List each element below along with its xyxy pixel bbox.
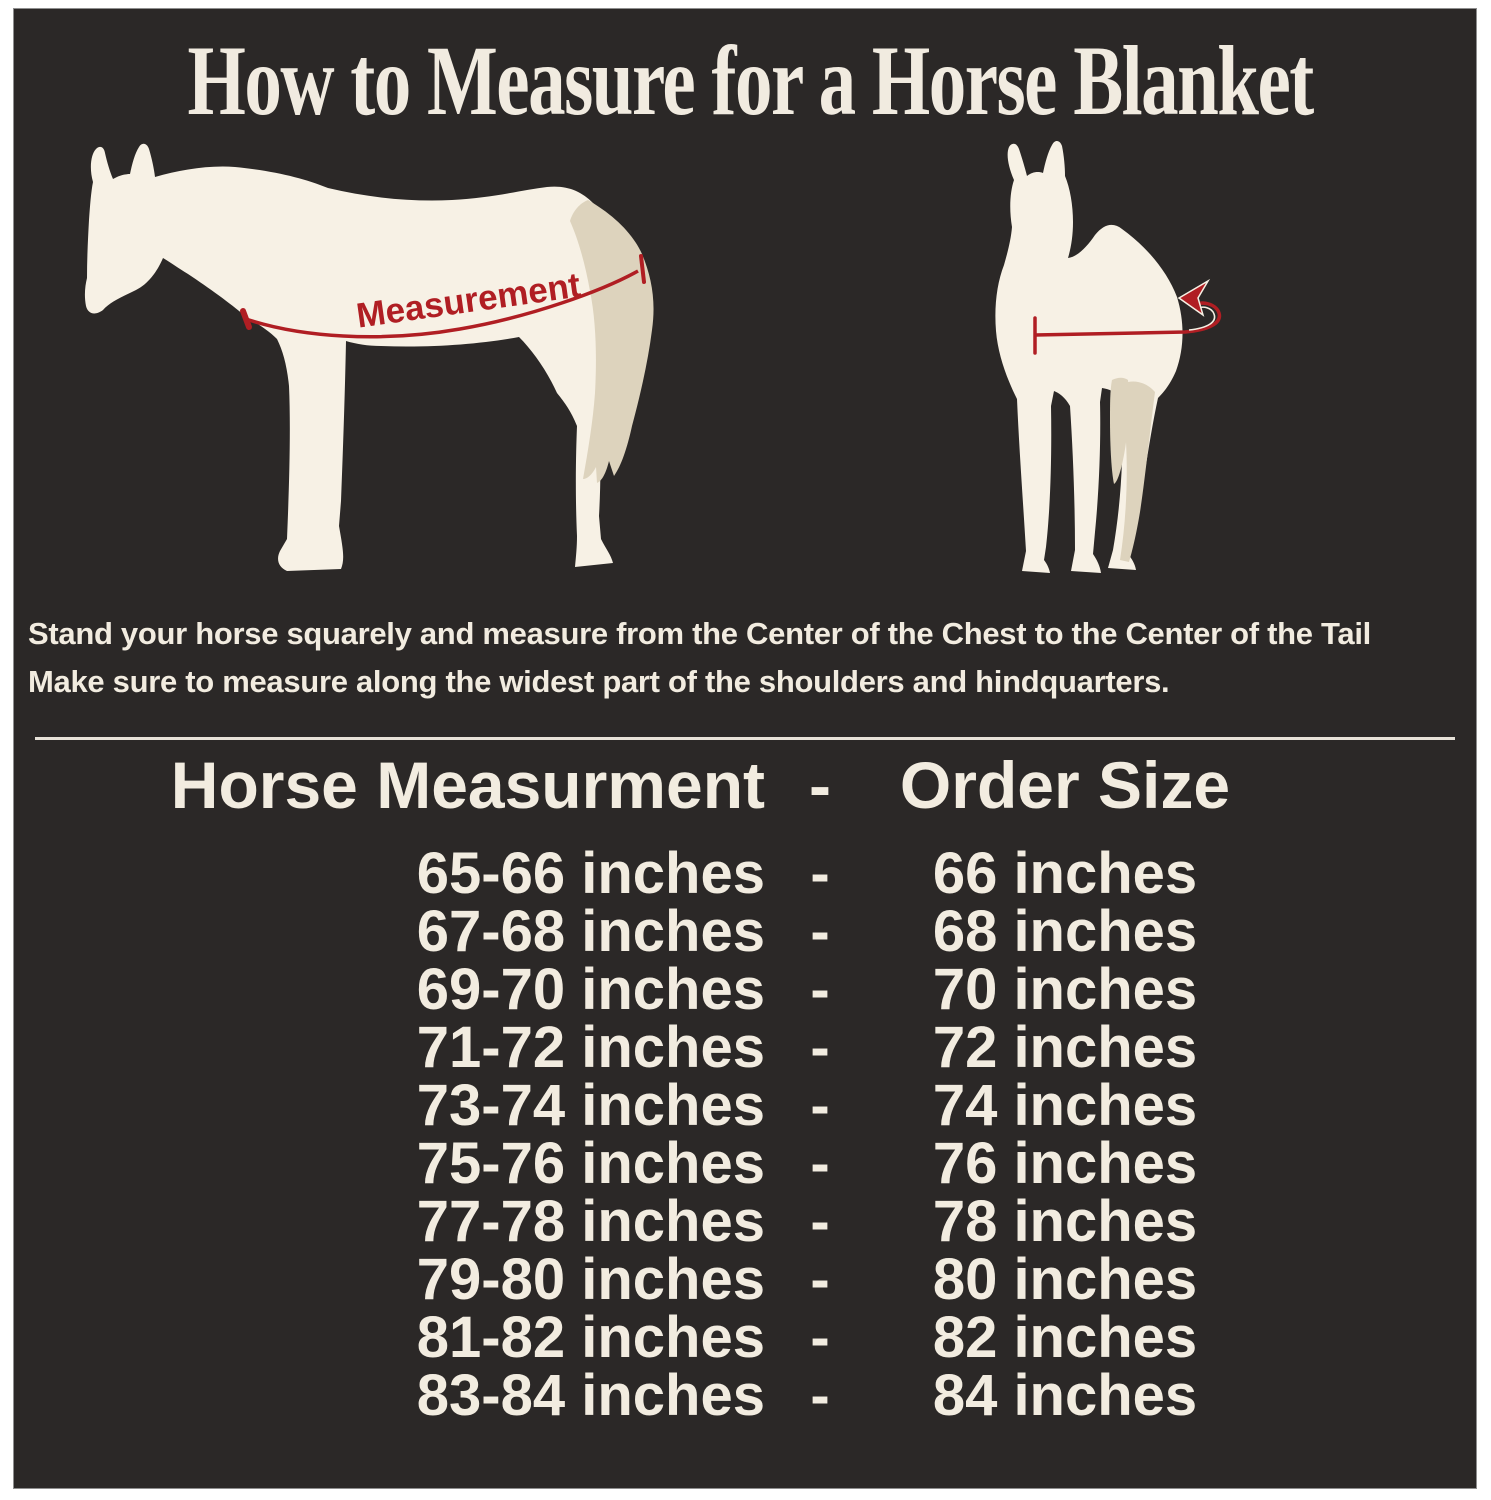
order-size-cell: 80 inches	[932, 1247, 1198, 1312]
column-header-separator: -	[809, 748, 831, 822]
order-size-cell: 70 inches	[932, 957, 1198, 1022]
measurement-line	[245, 269, 639, 339]
measurement-cell: 71-72 inches	[416, 1015, 765, 1080]
front-horse-leg-shadow	[1120, 381, 1155, 562]
side-view-horse-illustration: Measurement	[84, 143, 654, 571]
girth-wrap-line	[1034, 301, 1222, 337]
measurement-cell: 69-70 inches	[416, 957, 765, 1022]
separator-cell: -	[810, 957, 830, 1022]
front-horse-body	[995, 140, 1183, 574]
separator-cell: -	[810, 1015, 830, 1080]
separator-cell: -	[810, 1131, 830, 1196]
separator-cell: -	[810, 1247, 830, 1312]
front-horse-tail-wisp	[1110, 377, 1129, 484]
measurement-line-end-tick	[639, 254, 646, 284]
separator-cell: -	[810, 1189, 830, 1254]
side-horse-tail	[570, 200, 654, 483]
measurement-cell: 67-68 inches	[416, 899, 765, 964]
order-size-cell: 84 inches	[932, 1363, 1198, 1428]
order-size-cell: 66 inches	[932, 841, 1198, 906]
page-title: How to Measure for a Horse Blanket	[0, 26, 1491, 136]
separator-cell: -	[810, 1305, 830, 1370]
measurement-cell: 81-82 inches	[416, 1305, 765, 1370]
separator-cell: -	[810, 1363, 830, 1428]
order-size-cell: 72 inches	[932, 1015, 1198, 1080]
measurement-cell: 73-74 inches	[416, 1073, 765, 1138]
separator-cell: -	[810, 899, 830, 964]
order-size-cell: 82 inches	[932, 1305, 1198, 1370]
size-chart-table: Horse Measurment - Order Size 65-66 inch…	[155, 750, 1255, 1425]
order-size-cell: 68 inches	[932, 899, 1198, 964]
instructions-line-2: Make sure to measure along the widest pa…	[28, 664, 1170, 699]
column-header-order-size: Order Size	[899, 748, 1231, 822]
divider-line	[35, 737, 1455, 740]
measurement-cell: 83-84 inches	[416, 1363, 765, 1428]
instructions-line-1: Stand your horse squarely and measure fr…	[28, 616, 1371, 651]
column-header-measurement: Horse Measurment	[170, 748, 765, 822]
page-title-text: How to Measure for a Horse Blanket	[187, 25, 1315, 136]
order-size-cell: 78 inches	[932, 1189, 1198, 1254]
side-horse-body	[84, 143, 631, 571]
order-size-cell: 74 inches	[932, 1073, 1198, 1138]
measurement-cell: 79-80 inches	[416, 1247, 765, 1312]
girth-wrap-line-highlight	[1188, 306, 1216, 331]
front-view-horse-illustration	[995, 140, 1222, 574]
order-size-cell: 76 inches	[932, 1131, 1198, 1196]
measurement-cell: 65-66 inches	[416, 841, 765, 906]
girth-arrowhead-icon	[1177, 278, 1211, 317]
measurement-cell: 77-78 inches	[416, 1189, 765, 1254]
measurement-line-start-tick	[240, 308, 252, 330]
separator-cell: -	[810, 841, 830, 906]
instructions: Stand your horse squarely and measure fr…	[28, 610, 1468, 706]
separator-cell: -	[810, 1073, 830, 1138]
measurement-cell: 75-76 inches	[416, 1131, 765, 1196]
